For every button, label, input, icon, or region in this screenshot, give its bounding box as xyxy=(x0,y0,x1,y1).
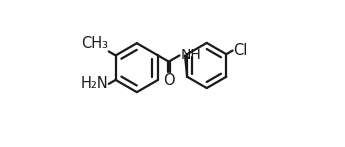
Text: CH₃: CH₃ xyxy=(81,36,108,51)
Text: Cl: Cl xyxy=(233,43,247,58)
Text: H₂N: H₂N xyxy=(80,76,108,91)
Text: O: O xyxy=(163,73,175,88)
Text: NH: NH xyxy=(180,48,201,62)
